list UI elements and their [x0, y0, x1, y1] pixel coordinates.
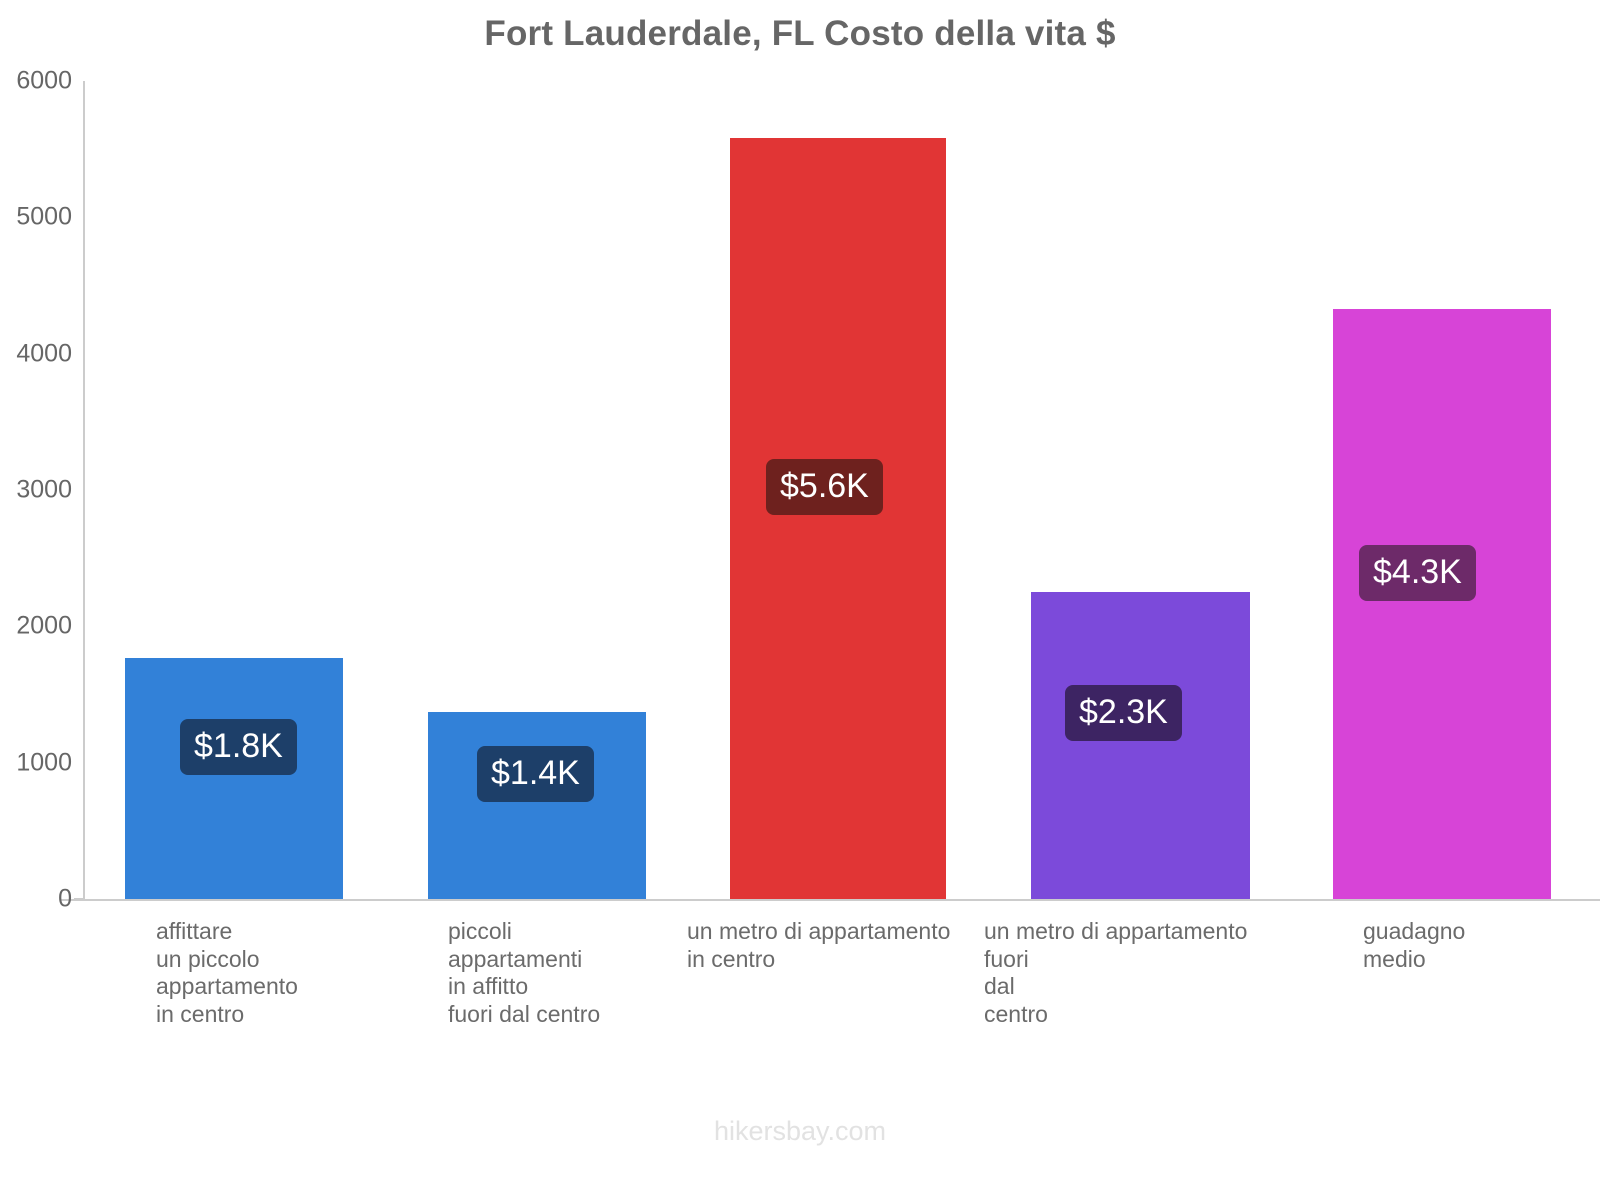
bar-value-label: $5.6K	[766, 459, 883, 515]
y-axis-tick-label: 1000	[16, 748, 72, 777]
bar-value-label: $2.3K	[1065, 685, 1182, 741]
y-axis-tick-label: 6000	[16, 66, 72, 95]
bar-value-label: $1.8K	[180, 719, 297, 775]
bar[interactable]	[730, 138, 946, 899]
y-axis-tick-label: 4000	[16, 339, 72, 368]
x-axis-category-label: un metro di appartamento in centro	[687, 918, 951, 972]
y-axis-tick-label: 3000	[16, 475, 72, 504]
y-axis-tick-label: 5000	[16, 202, 72, 231]
page-title: Fort Lauderdale, FL Costo della vita $	[484, 14, 1116, 53]
y-axis-tick-label: 2000	[16, 611, 72, 640]
x-axis-line	[60, 899, 1600, 901]
x-axis-category-label: un metro di appartamento fuori dal centr…	[984, 918, 1248, 1027]
bar[interactable]	[1031, 592, 1250, 899]
y-axis-line	[83, 81, 85, 899]
x-axis-category-label: affittare un piccolo appartamento in cen…	[156, 918, 298, 1027]
bar-value-label: $4.3K	[1359, 545, 1476, 601]
y-axis-tick-mark	[74, 898, 84, 900]
x-axis-category-label: piccoli appartamenti in affitto fuori da…	[448, 918, 601, 1027]
bar[interactable]	[1333, 309, 1551, 899]
y-axis-tick-label: 0	[58, 884, 72, 913]
bar[interactable]	[125, 657, 343, 899]
x-axis-category-label: guadagno medio	[1363, 918, 1466, 972]
bar[interactable]	[428, 711, 646, 899]
bar-value-label: $1.4K	[477, 746, 594, 802]
watermark: hikersbay.com	[713, 1116, 887, 1146]
